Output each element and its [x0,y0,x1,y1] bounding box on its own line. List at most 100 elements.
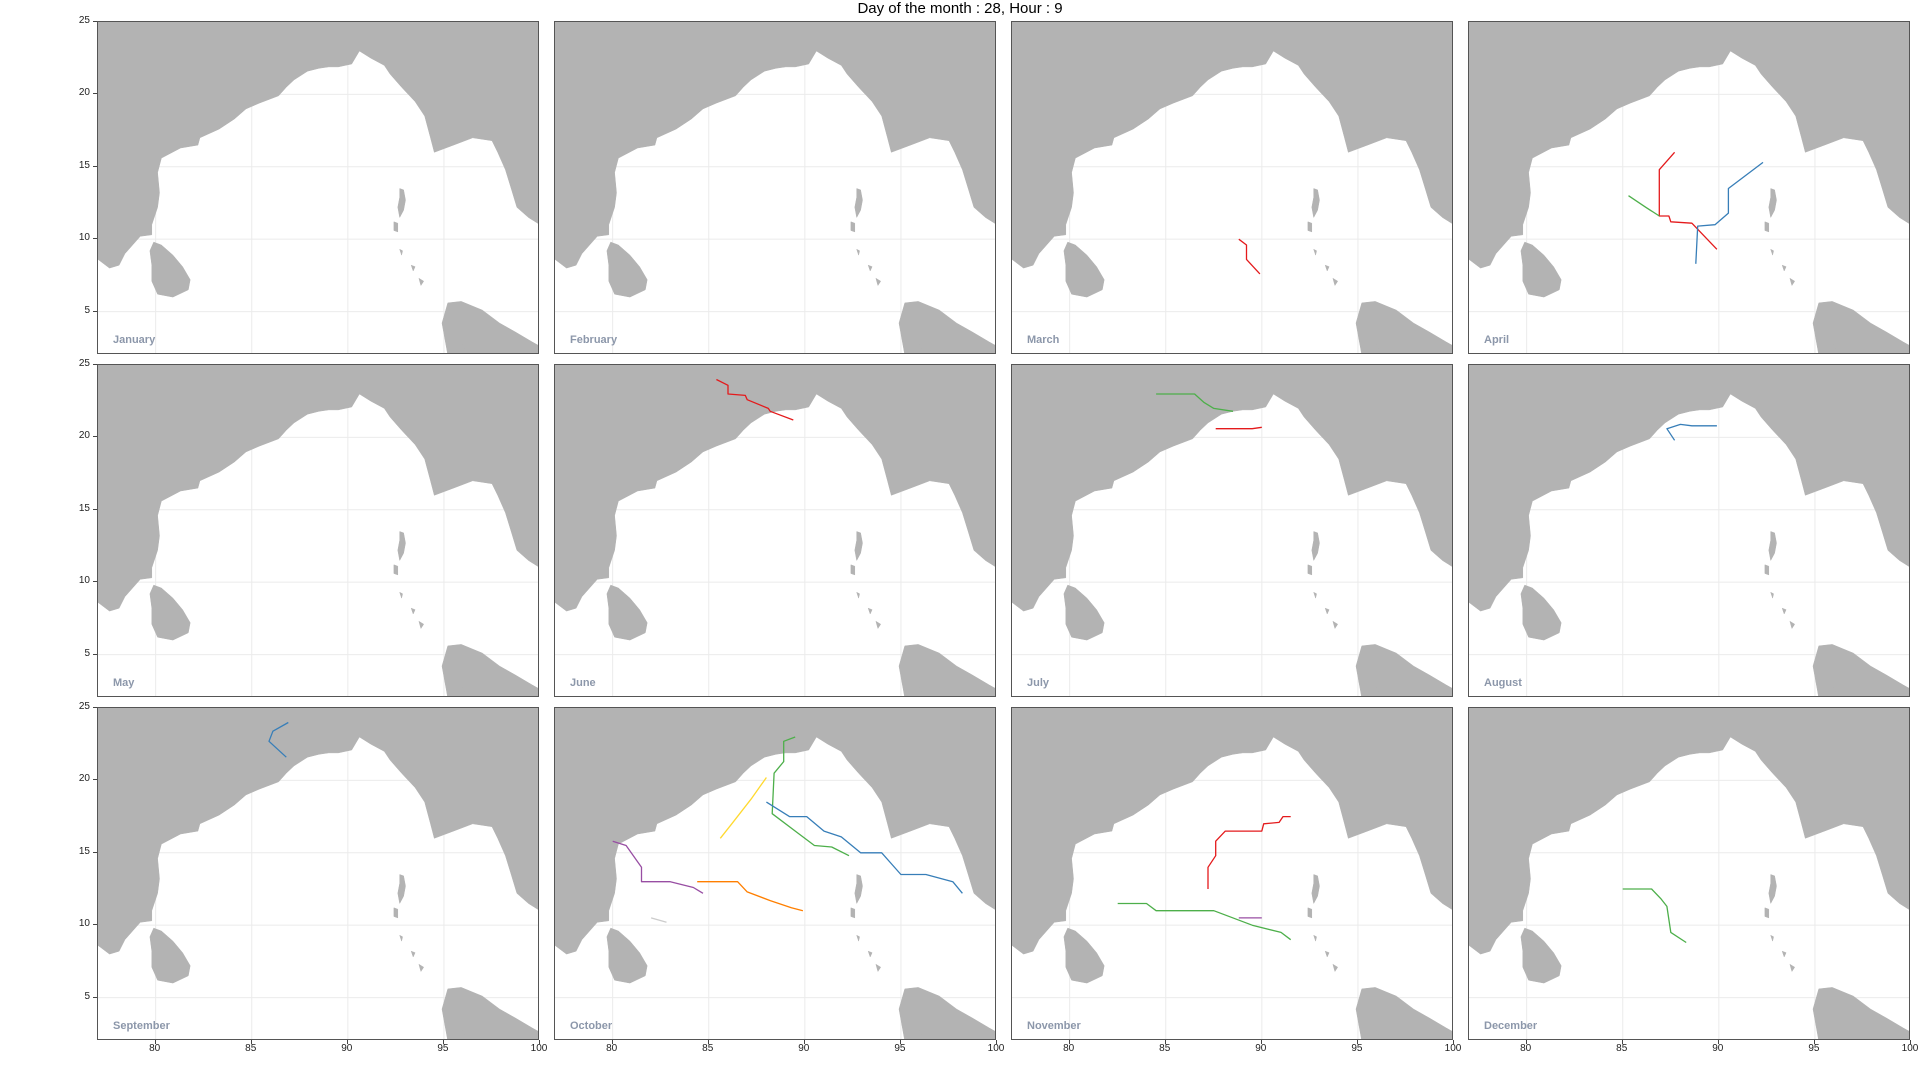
mainland-landmass [555,708,995,955]
y-tick-label: 5 [84,304,90,316]
mainland-landmass [1012,708,1452,955]
island-landmass [1332,277,1339,287]
sumatra-landmass [898,301,995,353]
island-landmass [1831,341,1843,352]
island-landmass [875,963,882,973]
month-label: February [570,334,618,346]
sumatra-landmass [898,987,995,1039]
y-tick-label: 20 [78,773,90,785]
x-tick-mark [539,1040,540,1044]
month-label: April [1484,334,1510,346]
month-panel-june: June [554,364,996,697]
island-landmass [1307,564,1313,576]
x-tick-mark [1260,1040,1262,1044]
map-canvas [98,22,538,353]
mainland-landmass [555,22,995,269]
month-panel-april: April [1468,21,1910,354]
sumatra-landmass [1355,301,1452,353]
island-landmass [399,591,403,600]
sri-lanka-landmass [1520,927,1562,984]
island-landmass [1831,1027,1843,1038]
cyclone-track [1207,815,1291,889]
island-landmass [867,607,873,615]
map-canvas [1012,365,1452,696]
x-tick-label: 95 [437,1043,449,1054]
x-tick-label: 90 [1255,1043,1267,1054]
y-tick-mark [93,508,97,510]
map-canvas [555,22,995,353]
y-tick-label: 10 [78,232,90,244]
island-landmass [1307,221,1313,233]
y-tick-mark [93,707,97,708]
mainland-landmass [98,22,538,269]
island-landmass [460,684,472,695]
island-landmass [393,907,399,919]
y-tick-mark [93,851,97,853]
sri-lanka-landmass [1520,241,1562,298]
mainland-landmass [1469,365,1909,612]
month-panel-may: May [97,364,539,697]
x-tick-mark [1068,1040,1070,1044]
month-label: November [1027,1020,1081,1032]
y-tick-label: 15 [78,502,90,514]
island-landmass [399,934,403,943]
x-tick-label: 100 [530,1043,548,1054]
sumatra-landmass [441,644,538,696]
x-tick-mark [611,1040,613,1044]
cyclone-track [771,736,850,857]
sri-lanka-landmass [1063,584,1105,641]
mainland-landmass [1012,22,1452,269]
island-landmass [1789,620,1796,630]
island-landmass [1374,684,1386,695]
month-label: October [570,1020,613,1032]
island-landmass [1764,564,1770,576]
island-landmass [1313,248,1317,257]
y-tick-label: 5 [84,647,90,659]
x-tick-mark [1621,1040,1623,1044]
sri-lanka-landmass [149,241,191,298]
map-canvas [98,708,538,1039]
figure-title: Day of the month : 28, Hour : 9 [857,0,1063,17]
cyclone-track [1666,423,1717,441]
island-landmass [1770,591,1774,600]
month-panel-november: November [1011,707,1453,1040]
x-tick-mark [707,1040,709,1044]
sri-lanka-landmass [149,927,191,984]
island-landmass [410,950,416,958]
month-panel-september: September [97,707,539,1040]
island-landmass [1332,963,1339,973]
island-landmass [418,277,425,287]
cyclone-track [1117,902,1292,941]
x-tick-label: 80 [149,1043,161,1054]
x-tick-label: 90 [341,1043,353,1054]
map-canvas [1469,708,1909,1039]
y-tick-label: 5 [84,990,90,1002]
map-canvas [1469,365,1909,696]
month-panel-october: October [554,707,996,1040]
island-landmass [1374,341,1386,352]
cyclone-track [697,881,804,912]
sumatra-landmass [1812,644,1909,696]
month-panel-july: July [1011,364,1453,697]
island-landmass [1311,874,1320,905]
x-tick-mark [1356,1040,1358,1044]
x-tick-mark [346,1040,348,1044]
month-panel-august: August [1468,364,1910,697]
cyclone-track [1622,888,1687,944]
sumatra-landmass [441,301,538,353]
island-landmass [917,341,929,352]
y-tick-mark [93,924,97,926]
map-canvas [1012,708,1452,1039]
y-tick-mark [93,93,97,95]
island-landmass [1770,248,1774,257]
month-label: July [1027,677,1050,689]
map-canvas [1012,22,1452,353]
island-landmass [397,874,406,905]
island-landmass [418,620,425,630]
x-tick-label: 100 [1444,1043,1462,1054]
island-landmass [1789,963,1796,973]
island-landmass [1313,934,1317,943]
island-landmass [397,188,406,219]
x-tick-mark [1525,1040,1527,1044]
month-label: May [113,677,135,689]
